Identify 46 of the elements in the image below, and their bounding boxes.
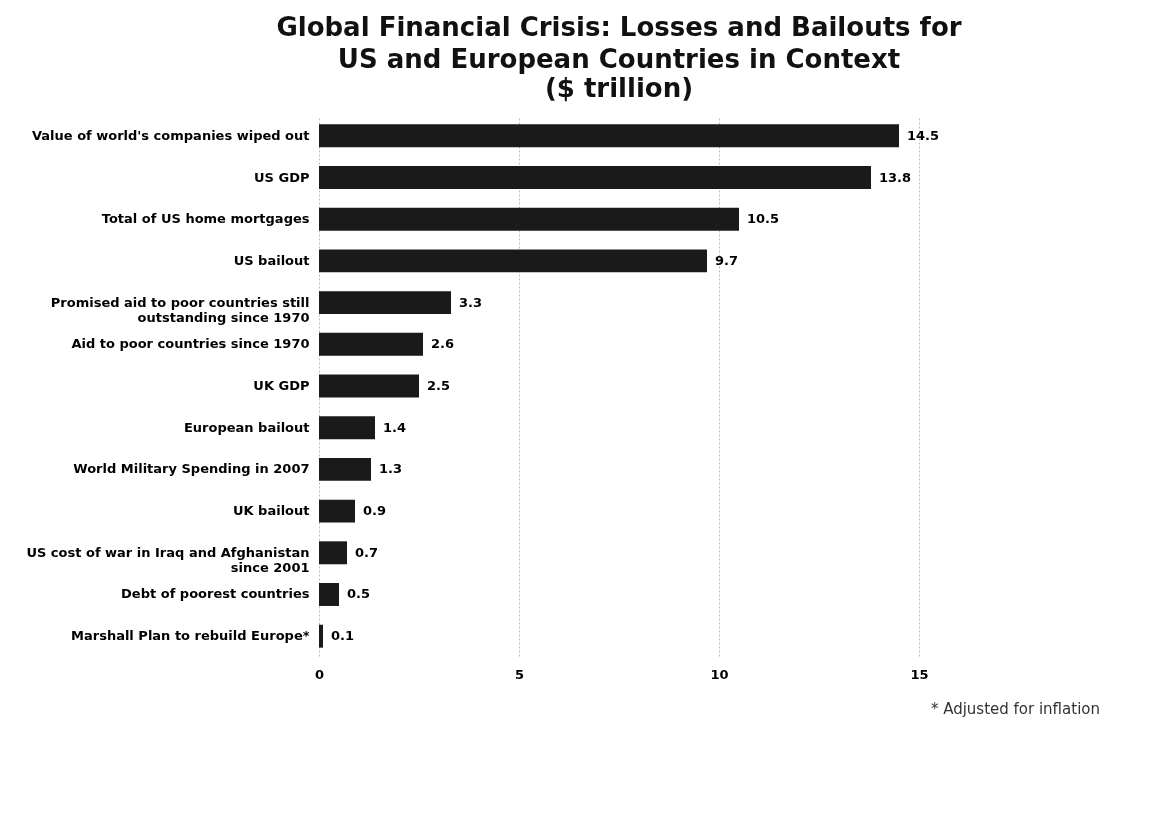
bar [319,291,451,315]
bar [319,624,323,648]
bar [319,124,899,148]
bar [319,499,355,523]
bar [319,207,739,231]
data-label: 0.7 [355,544,379,560]
bar [319,166,871,189]
x-tick-label: 5 [514,666,525,682]
bar [319,416,375,440]
data-label: 1.4 [383,419,407,435]
data-label: 2.6 [431,336,455,352]
chart-subtitle: ($ trillion) [544,73,694,103]
data-label: 13.8 [879,169,912,185]
x-tick-label: 0 [314,666,325,682]
data-label: 1.3 [379,461,403,477]
bar [319,457,371,481]
bar [319,332,423,356]
y-tick-label: US GDP [254,169,310,185]
data-label: 3.3 [459,294,483,310]
data-label: 10.5 [747,211,780,227]
y-tick-label: UK GDP [253,378,310,393]
y-tick-label: Marshall Plan to rebuild Europe* [71,628,310,644]
y-tick-label: Promised aid to poor countries still outstanding since 1970 [50,294,310,325]
y-tick-label: Total of US home mortgages [101,211,310,227]
y-tick-label: European bailout [183,419,310,435]
data-label: 14.5 [907,127,940,143]
text: * Adjusted for inflation [929,700,1100,718]
data-label: 2.5 [427,378,451,393]
y-tick-label: US cost of war in Iraq and Afghanistan since 2001 [26,544,310,575]
y-tick-label: US bailout [233,252,310,268]
bar [319,374,419,398]
chart-title: Global Financial Crisis: Losses and Bailouts for US and European Countries in Context [276,12,962,74]
y-tick-label: Aid to poor countries since 1970 [71,336,310,352]
data-label: 9.7 [715,252,739,268]
data-label: 0.5 [347,586,371,602]
x-tick-label: 15 [910,666,929,682]
bar [319,583,339,606]
x-tick-label: 10 [710,666,729,682]
data-label: 0.1 [331,628,355,644]
bar [319,249,707,273]
y-tick-label: UK bailout [232,503,310,519]
y-tick-label: Value of world's companies wiped out [31,127,310,143]
y-tick-label: Debt of poorest countries [121,586,310,602]
bar [319,541,347,565]
y-tick-label: World Military Spending in 2007 [73,461,310,477]
data-label: 0.9 [363,503,387,519]
